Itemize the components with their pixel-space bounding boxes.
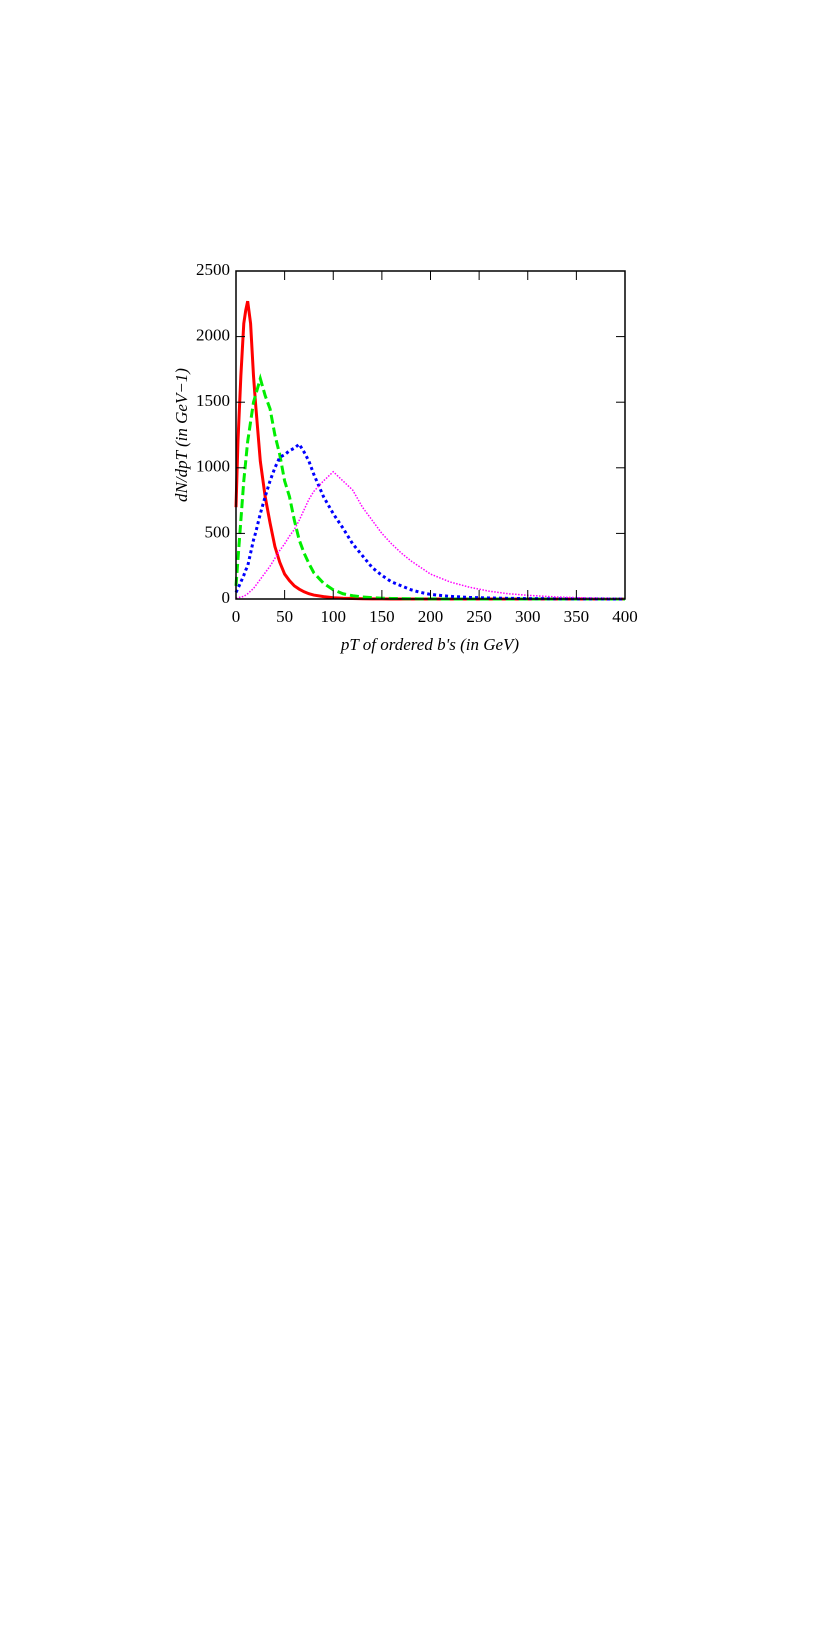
- series-line: [234, 441, 626, 601]
- y-tick-label: 2500: [196, 260, 230, 279]
- x-tick-label: 50: [276, 607, 293, 626]
- x-tick-label: 200: [418, 607, 444, 626]
- x-tick-label: 250: [466, 607, 492, 626]
- x-tick-label: 0: [232, 607, 241, 626]
- series-line: [234, 300, 625, 601]
- x-tick-label: 350: [564, 607, 590, 626]
- x-tick-label: 100: [321, 607, 347, 626]
- x-tick-label: 150: [369, 607, 395, 626]
- y-tick-label: 1000: [196, 457, 230, 476]
- x-tick-label: 300: [515, 607, 541, 626]
- y-tick-label: 1500: [196, 391, 230, 410]
- x-tick-label: 400: [612, 607, 638, 626]
- y-axis-label: dN/dpT (in GeV−1): [172, 368, 191, 502]
- y-tick-label: 500: [205, 522, 231, 541]
- series-line: [235, 470, 626, 600]
- series-line: [234, 373, 625, 601]
- x-axis-label: pT of ordered b's (in GeV): [340, 635, 520, 654]
- plot-frame: [235, 270, 626, 600]
- y-tick-label: 0: [222, 588, 231, 607]
- y-tick-label: 2000: [196, 326, 230, 345]
